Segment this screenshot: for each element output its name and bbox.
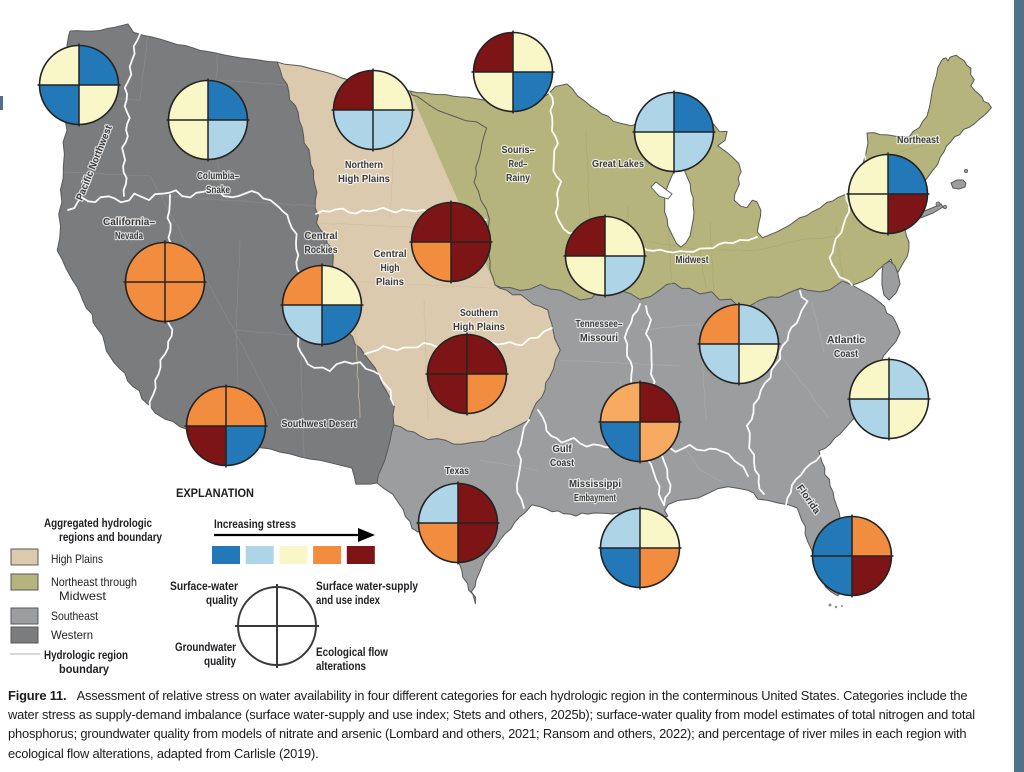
svg-text:Hydrologic region: Hydrologic region xyxy=(44,648,128,662)
svg-text:Ecological flow: Ecological flow xyxy=(316,645,389,659)
svg-text:Tennessee–Missouri: Tennessee– Missouri xyxy=(576,319,623,344)
svg-text:quality: quality xyxy=(204,654,236,668)
svg-text:Great Lakes: Great Lakes xyxy=(592,159,645,170)
svg-text:California–Nevada: California– Nevada xyxy=(103,217,156,242)
svg-text:Aggregated hydrologic: Aggregated hydrologic xyxy=(44,516,152,530)
svg-text:regions and boundary: regions and boundary xyxy=(59,530,162,544)
svg-text:High Plains: High Plains xyxy=(51,552,103,566)
svg-text:Surface-water: Surface-water xyxy=(170,579,238,593)
svg-text:Western: Western xyxy=(51,628,93,642)
svg-text:EXPLANATION: EXPLANATION xyxy=(176,486,254,500)
svg-text:Texas: Texas xyxy=(445,466,469,477)
svg-text:alterations: alterations xyxy=(316,659,366,673)
svg-text:quality: quality xyxy=(206,593,238,607)
svg-text:Surface water-supply: Surface water-supply xyxy=(316,579,418,593)
svg-text:Columbia–Snake: Columbia– Snake xyxy=(197,171,239,196)
svg-text:Northeast: Northeast xyxy=(897,135,940,146)
svg-text:Southwest Desert: Southwest Desert xyxy=(282,419,358,430)
svg-text:Southeast: Southeast xyxy=(51,609,99,623)
svg-text:Souris–Red–Rainy: Souris– Red– Rainy xyxy=(502,145,536,184)
svg-text:Northeast through: Northeast through xyxy=(51,575,137,589)
svg-text:boundary: boundary xyxy=(59,662,109,676)
svg-text:and use index: and use index xyxy=(316,593,380,607)
svg-text:Midwest: Midwest xyxy=(59,589,107,603)
svg-text:Midwest: Midwest xyxy=(676,255,710,266)
svg-text:Groundwater: Groundwater xyxy=(175,640,236,654)
svg-text:Increasing stress: Increasing stress xyxy=(214,517,296,531)
